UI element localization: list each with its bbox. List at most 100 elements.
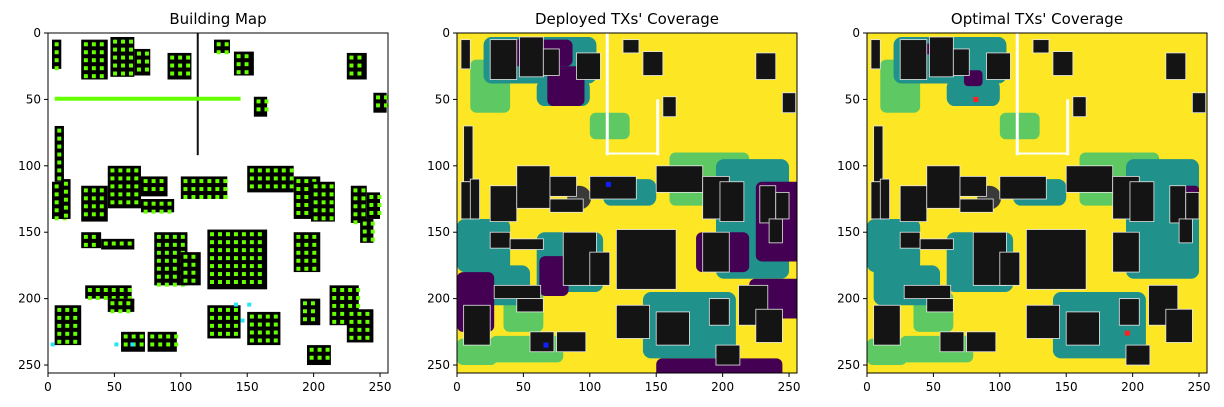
sensor-dot — [218, 272, 222, 277]
sensor-dot — [119, 295, 124, 300]
sensor-dot — [186, 63, 191, 68]
sensor-dot — [167, 209, 172, 214]
sensor-dot — [256, 107, 261, 112]
sensor-dot — [57, 176, 62, 181]
sensor-dot — [233, 248, 238, 253]
sensor-dot — [83, 50, 88, 55]
sensor-dot — [273, 330, 278, 335]
sensor-dot — [225, 240, 230, 245]
sensor-dot — [129, 47, 133, 52]
sensor-dot — [321, 200, 326, 205]
sensor-dot — [264, 99, 269, 104]
sensor-dot — [244, 54, 249, 59]
sensor-dot — [134, 176, 139, 181]
sensor-dot — [265, 184, 270, 189]
sensor-dot — [236, 54, 241, 59]
sensor-dot — [159, 201, 164, 206]
sensor-dot — [83, 66, 88, 71]
sensor-dot — [183, 270, 188, 275]
sensor-dot — [241, 248, 246, 253]
sensor-dot — [249, 240, 254, 245]
sensor-dot — [136, 67, 141, 72]
x-tick-label: 50 — [107, 380, 122, 394]
sensor-dot — [172, 258, 177, 263]
sensor-dot — [349, 311, 354, 316]
sensor-dot — [357, 311, 362, 316]
sensor-dot — [340, 311, 345, 316]
sensor-dot — [224, 42, 229, 47]
sensor-dot — [304, 250, 309, 255]
coverage-green — [589, 112, 630, 140]
sensor-dot — [110, 301, 115, 306]
sensor-dot — [99, 212, 104, 217]
sensor-dot — [95, 288, 100, 292]
sensor-dot — [365, 327, 370, 332]
sensor-dot — [57, 152, 62, 157]
sensor-dot — [369, 195, 374, 200]
sensor-dot — [357, 55, 362, 60]
sensor-dot — [353, 188, 358, 193]
sensor-dot — [126, 184, 131, 189]
building — [775, 191, 790, 220]
sensor-dot — [257, 184, 262, 189]
building — [516, 298, 544, 313]
sensor-dot — [332, 295, 337, 300]
sensor-dot — [265, 338, 270, 343]
sensor-dot — [361, 212, 366, 217]
building — [489, 185, 518, 222]
sensor-dot — [118, 184, 123, 189]
sensor-dot — [121, 47, 126, 52]
building — [899, 39, 928, 80]
sensor-dot — [63, 181, 68, 186]
sensor-dot — [170, 71, 175, 76]
sensor-dot — [216, 42, 221, 47]
building — [549, 176, 577, 197]
building — [986, 52, 1011, 80]
sensor-dot — [233, 307, 238, 312]
sensor-dot — [249, 168, 254, 173]
y-tick-label: 250 — [837, 358, 860, 372]
coverage-purple — [547, 66, 585, 107]
sensor-dot — [376, 95, 381, 100]
sensor-dot — [225, 248, 230, 253]
sensor-dot — [281, 176, 286, 181]
sensor-dot — [296, 266, 301, 271]
sensor-dot — [265, 168, 270, 173]
sensor-dot — [265, 176, 270, 181]
x-tick-label: 100 — [988, 380, 1011, 394]
sensor-dot — [144, 59, 149, 64]
sensor-dot — [304, 242, 309, 247]
building — [870, 39, 881, 70]
transmitter-marker — [605, 181, 611, 187]
sensor-dot — [370, 229, 375, 234]
sensor-dot — [110, 309, 115, 314]
sensor-dot — [349, 335, 354, 340]
sensor-dot — [313, 192, 318, 197]
sensor-dot — [256, 99, 261, 104]
building — [247, 165, 294, 193]
sensor-dot — [156, 234, 161, 239]
sensor-dot — [257, 322, 262, 327]
sensor-dot — [63, 205, 68, 210]
sensor-dot — [349, 319, 354, 324]
sensor-dot — [361, 188, 366, 193]
y-tick-label: 0 — [442, 26, 450, 40]
chart-title: Optimal TXs' Coverage — [951, 10, 1123, 28]
sensor-dot — [83, 234, 88, 239]
sensor-dot — [296, 179, 301, 184]
sensor-dot — [111, 288, 116, 292]
building — [999, 176, 1047, 200]
sensor-dot — [99, 196, 104, 201]
building — [899, 185, 928, 222]
sensor-dot — [257, 280, 262, 285]
building — [463, 304, 491, 346]
sensor-dot — [218, 315, 222, 320]
y-tick-label: 200 — [18, 292, 41, 306]
sensor-dot — [180, 234, 185, 239]
building — [1025, 304, 1060, 339]
sensor-dot — [158, 334, 163, 339]
sensor-dot — [73, 315, 78, 320]
building — [1178, 218, 1193, 244]
sensor-dot — [362, 229, 367, 234]
sensor-dot — [151, 187, 156, 192]
